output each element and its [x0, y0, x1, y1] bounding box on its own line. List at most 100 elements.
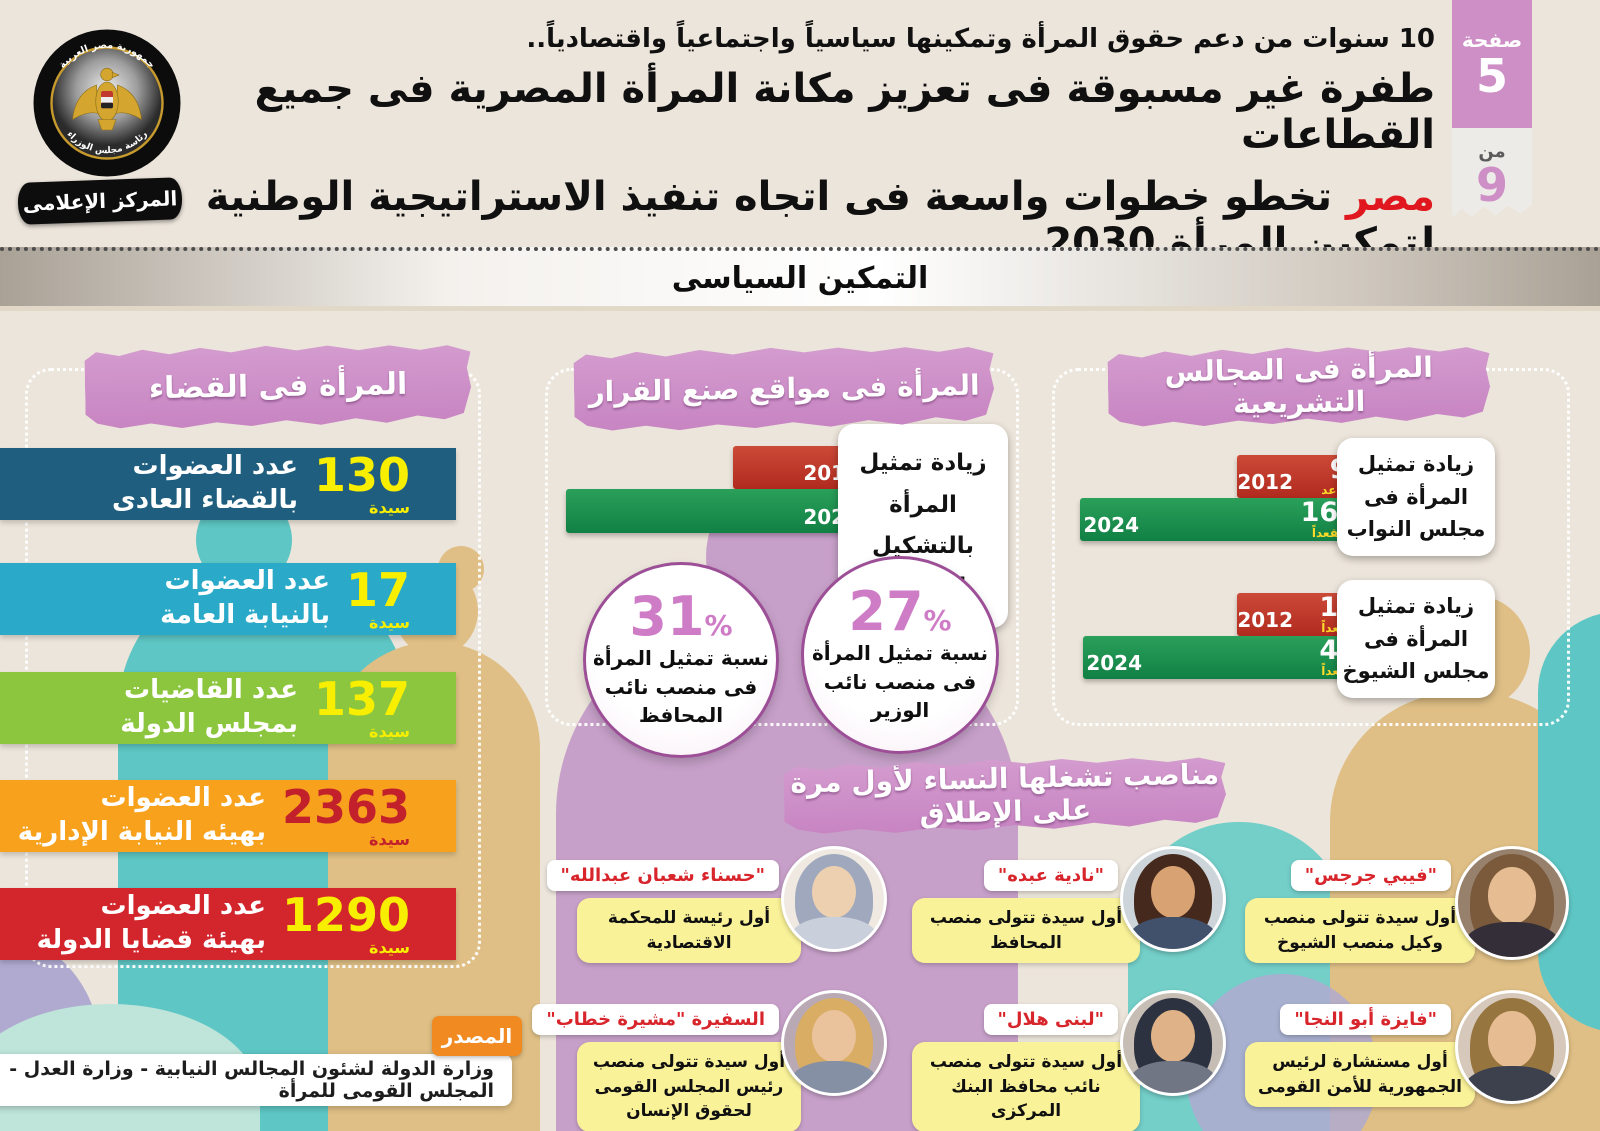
person-role: أول مستشارة لرئيس الجمهورية للأمن القومى: [1245, 1042, 1475, 1108]
face-shape: [1488, 867, 1536, 924]
person-card-hassnaa: "حسناء شعبان عبدالله" أول رئيسة للمحكمة …: [546, 846, 897, 964]
header-kicker: 10 سنوات من دعم حقوق المرأة وتمكينها سيا…: [526, 24, 1435, 54]
section-band-title: التمكين السياسى: [671, 261, 929, 296]
page-current-number: 5: [1476, 48, 1509, 103]
bar-year: 2012: [1237, 470, 1293, 494]
note-senate: زيادة تمثيل المرأة فى مجلس الشيوخ: [1337, 580, 1495, 698]
bar-senate-2024: 41مقعداً 2024: [1083, 636, 1369, 679]
page-of-label: من: [1478, 140, 1506, 162]
banner-legislative-title: المرأة فى المجالس التشريعية: [1164, 350, 1434, 421]
percent-value: 27%: [848, 580, 952, 644]
header-title: طفرة غير مسبوقة فى تعزيز مكانة المرأة ال…: [254, 66, 1435, 158]
source-badge: المصدر: [432, 1016, 522, 1056]
circle-minister-deputy: 27% نسبة تمثيل المرأة فى منصب نائب الوزي…: [801, 556, 999, 754]
bar-parliament-2024: 165 مقعداً 2024: [1080, 498, 1369, 541]
page-header: 10 سنوات من دعم حقوق المرأة وتمكينها سيا…: [180, 24, 1435, 266]
stat-unit: سيدة: [369, 613, 410, 632]
egypt-eagle-emblem-icon: جمهورية مصر العربية رئاسة مجلس الوزراء: [33, 29, 181, 177]
face-shape: [812, 866, 856, 918]
portrait-photo: [1455, 990, 1569, 1104]
stat-unit: سيدة: [369, 938, 410, 957]
person-name: السفيرة "مشيرة خطاب": [532, 1004, 779, 1035]
person-card-moushira: السفيرة "مشيرة خطاب" أول سيدة تتولى منصب…: [532, 990, 897, 1131]
shoulders-shape: [1464, 922, 1560, 957]
face-shape: [1488, 1011, 1536, 1068]
person-role: أول رئيسة للمحكمة الاقتصادية: [577, 898, 801, 964]
stat-bar-state-lawsuits: 1290 سيدة عدد العضوات بهيئة قضايا الدولة: [0, 888, 456, 960]
header-subtitle-rest: تخطو خطوات واسعة فى اتجاه تنفيذ الاسترات…: [205, 174, 1435, 266]
person-role: أول سيدة تتولى منصب المحافظ: [912, 898, 1140, 964]
logo-ribbon: المركز الإعلامى: [17, 177, 183, 225]
page-badge-current: صفحة 5: [1452, 0, 1532, 128]
note-parliament: زيادة تمثيل المرأة فى مجلس النواب: [1337, 438, 1495, 556]
stat-value-block: 17 سيدة: [346, 567, 410, 631]
percent-value: 31%: [629, 585, 733, 649]
stat-bar-ordinary-judiciary: 130 سيدة عدد العضوات بالقضاء العادى: [0, 448, 456, 520]
shoulders-shape: [1129, 917, 1217, 949]
stat-value: 1290: [281, 888, 410, 942]
stat-value-block: 1290 سيدة: [282, 892, 410, 956]
person-name: "نادية عبده": [983, 860, 1118, 891]
stat-value: 17: [345, 563, 410, 617]
stat-label: عدد العضوات بالقضاء العادى: [111, 451, 298, 515]
stat-value: 130: [313, 448, 410, 502]
shoulders-shape: [1129, 1061, 1217, 1093]
shoulders-shape: [790, 1061, 878, 1093]
banner-firsts: مناصب تشغلها النساء لأول مرة على الإطلاق: [783, 753, 1226, 836]
stat-unit: سيدة: [369, 722, 410, 741]
stat-bar-administrative-prosecution: 2363 سيدة عدد العضوات بهيئه النيابة الإد…: [0, 780, 456, 852]
page-total-number: 9: [1476, 157, 1509, 212]
stat-value: 2363: [281, 780, 410, 834]
section-band: التمكين السياسى: [0, 247, 1600, 311]
portrait-photo: [1120, 990, 1226, 1096]
person-name: "فيبي جرجس": [1290, 860, 1451, 891]
page-number-badge: صفحة 5 من 9: [1452, 0, 1532, 218]
person-card-lobna: "لبنى هلال" أول سيدة تتولى منصب نائب محا…: [910, 990, 1232, 1131]
stat-label: عدد العضوات بهيئه النيابة الإدارية: [17, 783, 266, 847]
face-shape: [1151, 1010, 1195, 1062]
percent-caption: نسبة تمثيل المرأة فى منصب نائب الوزير: [811, 641, 989, 723]
government-logo: جمهورية مصر العربية رئاسة مجلس الوزراء ا…: [17, 28, 183, 225]
percent-caption: نسبة تمثيل المرأة فى منصب نائب المحافظ: [592, 646, 770, 728]
stat-value-block: 2363 سيدة: [282, 784, 410, 848]
person-card-nadia: "نادية عبده" أول سيدة تتولى منصب المحافظ: [910, 846, 1232, 964]
flag-shield-icon: [101, 91, 113, 109]
person-name: "لبنى هلال": [983, 1004, 1118, 1035]
person-name: "حسناء شعبان عبدالله": [546, 860, 779, 891]
header-subtitle-highlight: مصر: [1345, 174, 1435, 220]
shoulders-shape: [1464, 1066, 1560, 1101]
person-card-fayza: "فايزة أبو النجا" أول مستشارة لرئيس الجم…: [1243, 990, 1575, 1108]
portrait-photo: [1455, 846, 1569, 960]
stat-label: عدد القاضيات بمجلس الدولة: [120, 675, 298, 739]
page-label: صفحة: [1461, 27, 1523, 52]
bar-year: 2024: [1083, 513, 1139, 537]
header-subtitle: مصر تخطو خطوات واسعة فى اتجاه تنفيذ الاس…: [180, 174, 1435, 266]
source-text: وزارة الدولة لشئون المجالس النيابية - وز…: [0, 1054, 512, 1106]
shoulders-shape: [790, 917, 878, 949]
bar-year: 2012: [1237, 608, 1293, 632]
person-role: أول سيدة تتولى منصب وكيل منصب الشيوخ: [1245, 898, 1475, 964]
stat-unit: سيدة: [369, 830, 410, 849]
stat-label: عدد العضوات بالنيابة العامة: [160, 566, 330, 630]
person-role: أول سيدة تتولى منصب رئيس المجلس القومى ل…: [577, 1042, 801, 1131]
portrait-photo: [781, 990, 887, 1096]
circle-governor-deputy: 31% نسبة تمثيل المرأة فى منصب نائب المحا…: [583, 562, 779, 758]
bar-year: 2024: [1086, 651, 1142, 675]
person-name: "فايزة أبو النجا": [1280, 1004, 1451, 1035]
stat-label: عدد العضوات بهيئة قضايا الدولة: [36, 891, 266, 955]
portrait-photo: [1120, 846, 1226, 952]
page-badge-total: من 9: [1452, 128, 1532, 218]
stat-value-block: 137 سيدة: [314, 676, 410, 740]
banner-firsts-title: مناصب تشغلها النساء لأول مرة على الإطلاق: [789, 757, 1220, 830]
face-shape: [1151, 866, 1195, 918]
stat-value: 137: [313, 672, 410, 726]
stat-unit: سيدة: [369, 498, 410, 517]
portrait-photo: [781, 846, 887, 952]
stat-bar-state-council: 137 سيدة عدد القاضيات بمجلس الدولة: [0, 672, 456, 744]
stat-value-block: 130 سيدة: [314, 452, 410, 516]
face-shape: [812, 1010, 856, 1062]
person-card-phoebe: "فيبي جرجس" أول سيدة تتولى منصب وكيل منص…: [1243, 846, 1575, 964]
banner-decision-title: المرأة فى مواقع صنع القرار: [588, 368, 980, 408]
eagle-icon: [72, 67, 142, 131]
